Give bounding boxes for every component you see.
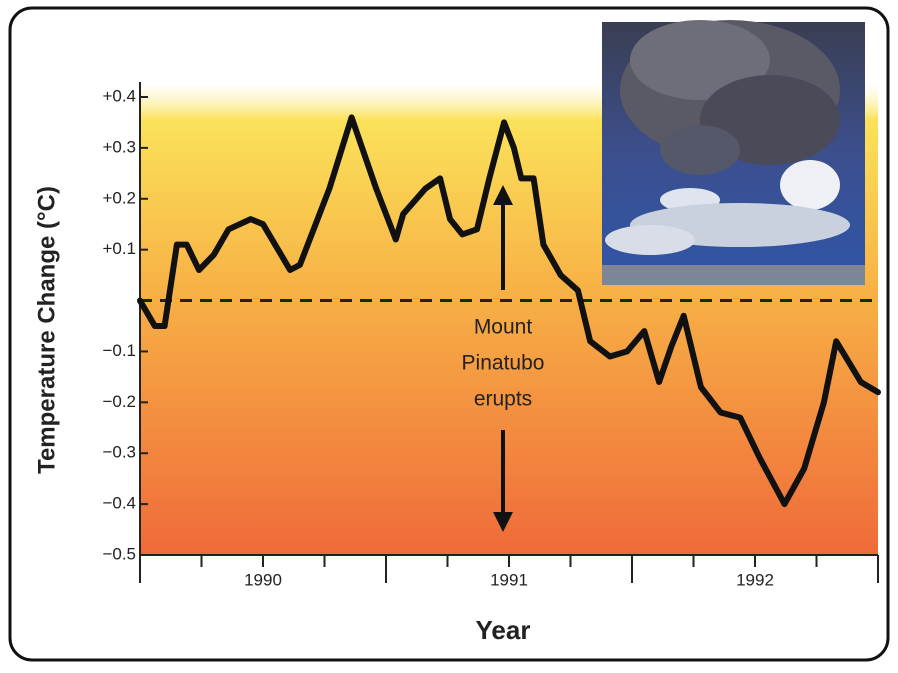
y-tick-label: −0.3 bbox=[102, 443, 136, 462]
y-tick-label: +0.1 bbox=[102, 239, 136, 258]
photo bbox=[602, 20, 865, 285]
annotation: Mount bbox=[474, 316, 533, 339]
y-tick-label: +0.2 bbox=[102, 188, 136, 207]
y-tick-label: −0.1 bbox=[102, 341, 136, 360]
x-tick-label: 1992 bbox=[736, 570, 774, 589]
y-axis-label: Temperature Change (°C) bbox=[33, 186, 60, 474]
annotation: erupts bbox=[474, 388, 532, 411]
chart: Year Temperature Change (°C) +0.4 +0.3 +0.… bbox=[0, 0, 898, 668]
annotation: Pinatubo bbox=[462, 352, 545, 375]
y-tick-label: −0.2 bbox=[102, 392, 136, 411]
x-tick-label: 1990 bbox=[244, 570, 282, 589]
y-tick-label: −0.5 bbox=[102, 544, 136, 563]
x-tick-label: 1991 bbox=[490, 570, 528, 589]
x-axis-label: Year bbox=[476, 615, 531, 645]
y-tick-label: +0.4 bbox=[102, 86, 136, 105]
y-tick-label: +0.3 bbox=[102, 137, 136, 156]
y-tick-label: −0.4 bbox=[102, 494, 136, 513]
